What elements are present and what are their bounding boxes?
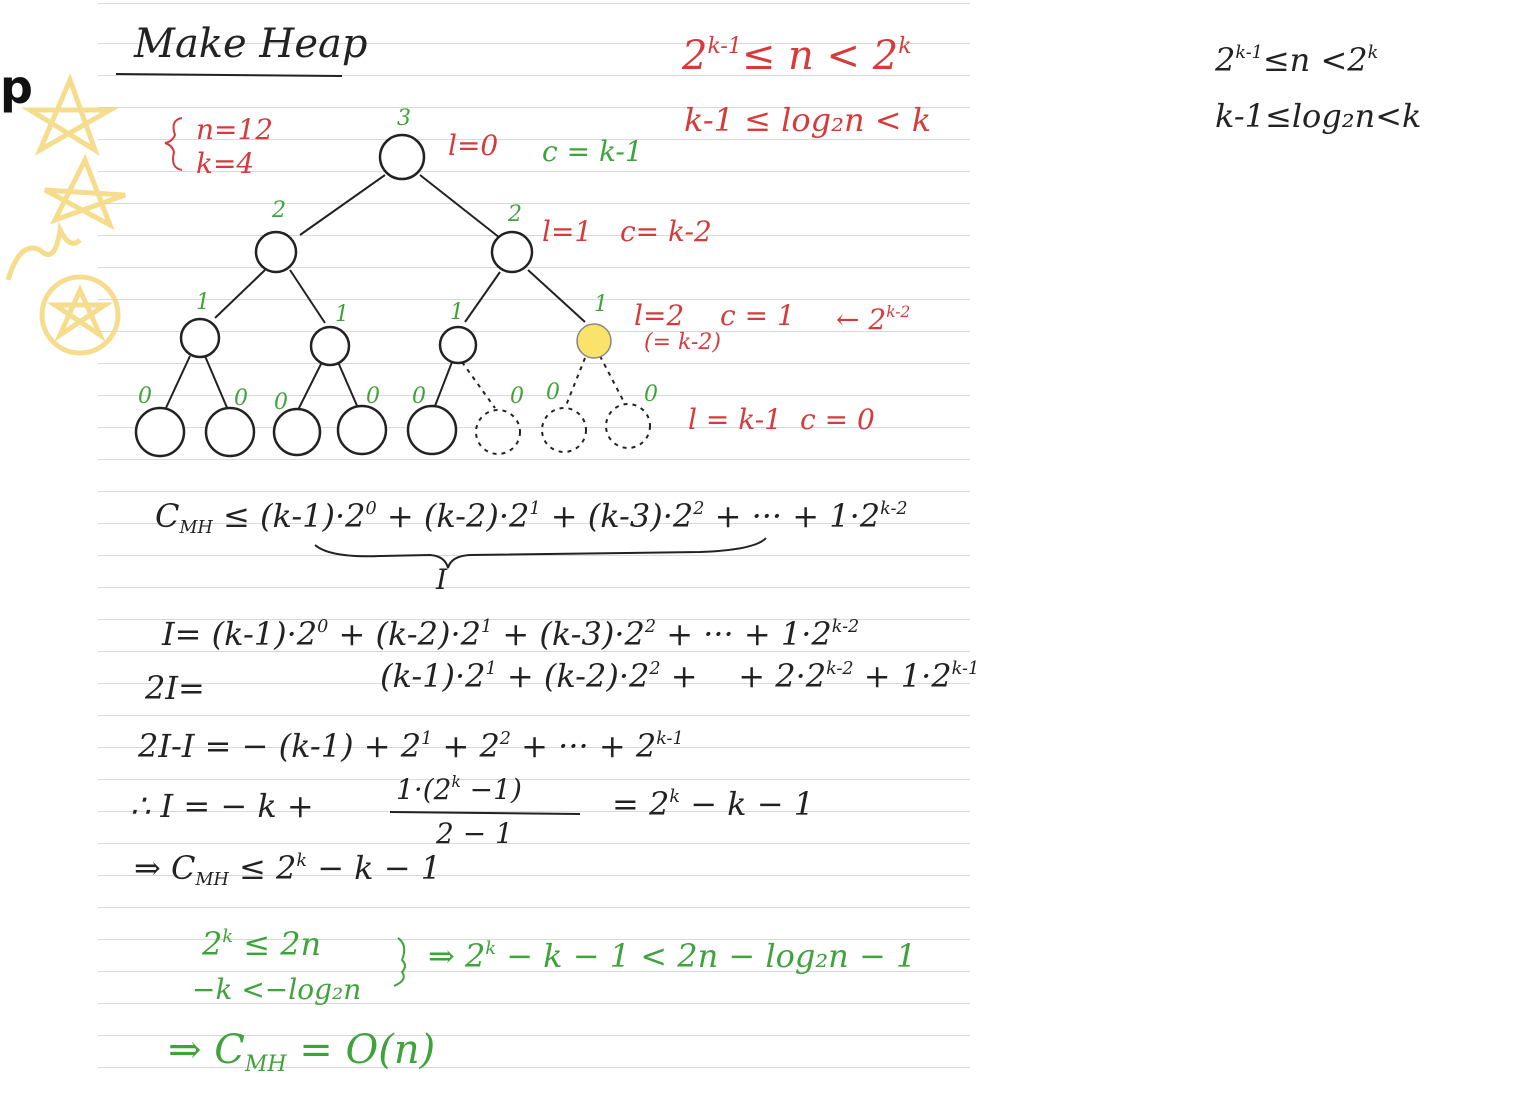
tree-node-root: [378, 133, 426, 181]
side-marker: p: [0, 60, 33, 114]
level-2-arrow: ← 2k-2: [836, 303, 911, 336]
tree-node: [254, 230, 298, 274]
eq-2I-right: (k-1)·21 + (k-2)·22 + + 2·2k-2 + 1·2k-1: [380, 657, 980, 695]
right-note-range: 2k-1≤n <2k: [1215, 41, 1379, 79]
tree-node: [490, 230, 534, 274]
ruled-lines: [98, 0, 970, 1096]
level-0-l: l=0: [448, 129, 499, 162]
level1-cost: 2: [272, 198, 286, 223]
tree-node: [204, 406, 256, 458]
level-2-c: c = 1: [720, 299, 795, 332]
level-2-extra: (= k-2): [644, 330, 721, 355]
range-log: k-1 ≤ log₂n < k: [684, 101, 932, 139]
level-last-c: c = 0: [800, 403, 875, 436]
level-2-l: l=2: [634, 299, 685, 332]
tree-node: [309, 325, 351, 367]
leaf-cost: 0: [366, 384, 380, 409]
tree-node: [272, 407, 322, 457]
param-k: k=4: [196, 147, 255, 180]
eq-therefore-left: ∴ I = − k +: [130, 787, 314, 825]
level2-cost: 1: [594, 292, 608, 317]
range-inequality: 2k-1≤ n < 2k: [682, 33, 912, 79]
leaf-cost: 0: [510, 384, 524, 409]
right-note-log: k-1≤log₂n<k: [1215, 97, 1422, 135]
level-0-c: c = k-1: [542, 135, 643, 168]
leaf-cost: 0: [644, 382, 658, 407]
green-result: ⇒ 2k − k − 1 < 2n − log₂n − 1: [428, 937, 917, 975]
yellow-doodle-icon: [5, 73, 126, 356]
leaf-cost: 0: [546, 380, 560, 405]
tree-node: [336, 404, 388, 456]
green-bound-1: 2k ≤ 2n: [202, 925, 322, 963]
green-bound-2: −k <−log₂n: [192, 973, 362, 1006]
eq-difference: 2I-I = − (k-1) + 21 + 22 + ··· + 2k-1: [138, 727, 684, 765]
leaf-cost: 0: [138, 384, 152, 409]
eq-fraction-denominator: 2 − 1: [436, 817, 513, 850]
brace-label: I: [436, 563, 448, 596]
level2-cost: 1: [196, 290, 210, 315]
level1-cost: 2: [508, 202, 522, 227]
green-final: ⇒ CMH = O(n): [168, 1027, 436, 1077]
eq-therefore-right: = 2k − k − 1: [612, 785, 815, 823]
eq-implies: ⇒ CMH ≤ 2k − k − 1: [134, 849, 442, 891]
tree-node: [179, 317, 221, 359]
page-title: Make Heap: [134, 21, 368, 67]
main-inequality: CMH ≤ (k-1)·20 + (k-2)·21 + (k-3)·22 + ·…: [155, 497, 908, 539]
level-1-l: l=1: [542, 215, 593, 248]
level2-cost: 1: [450, 300, 464, 325]
level-last-l: l = k-1: [688, 403, 782, 436]
level-1-c: c= k-2: [620, 215, 712, 248]
eq-2I-left: 2I=: [145, 669, 205, 707]
leaf-cost: 0: [412, 384, 426, 409]
leaf-cost: 0: [234, 386, 248, 411]
level2-cost: 1: [335, 302, 349, 327]
leaf-cost: 0: [274, 390, 288, 415]
tree-node: [438, 325, 478, 365]
tree-node-missing: [605, 403, 651, 449]
tree-node-highlighted: [576, 323, 612, 359]
eq-fraction-numerator: 1·(2k −1): [396, 773, 522, 806]
param-n: n=12: [196, 113, 274, 146]
eq-I: I= (k-1)·20 + (k-2)·21 + (k-3)·22 + ··· …: [162, 615, 860, 653]
tree-node-missing: [475, 409, 521, 455]
tree-node: [134, 406, 186, 458]
tree-node-missing: [541, 407, 587, 453]
root-cost: 3: [397, 106, 411, 131]
tree-node: [406, 404, 458, 456]
